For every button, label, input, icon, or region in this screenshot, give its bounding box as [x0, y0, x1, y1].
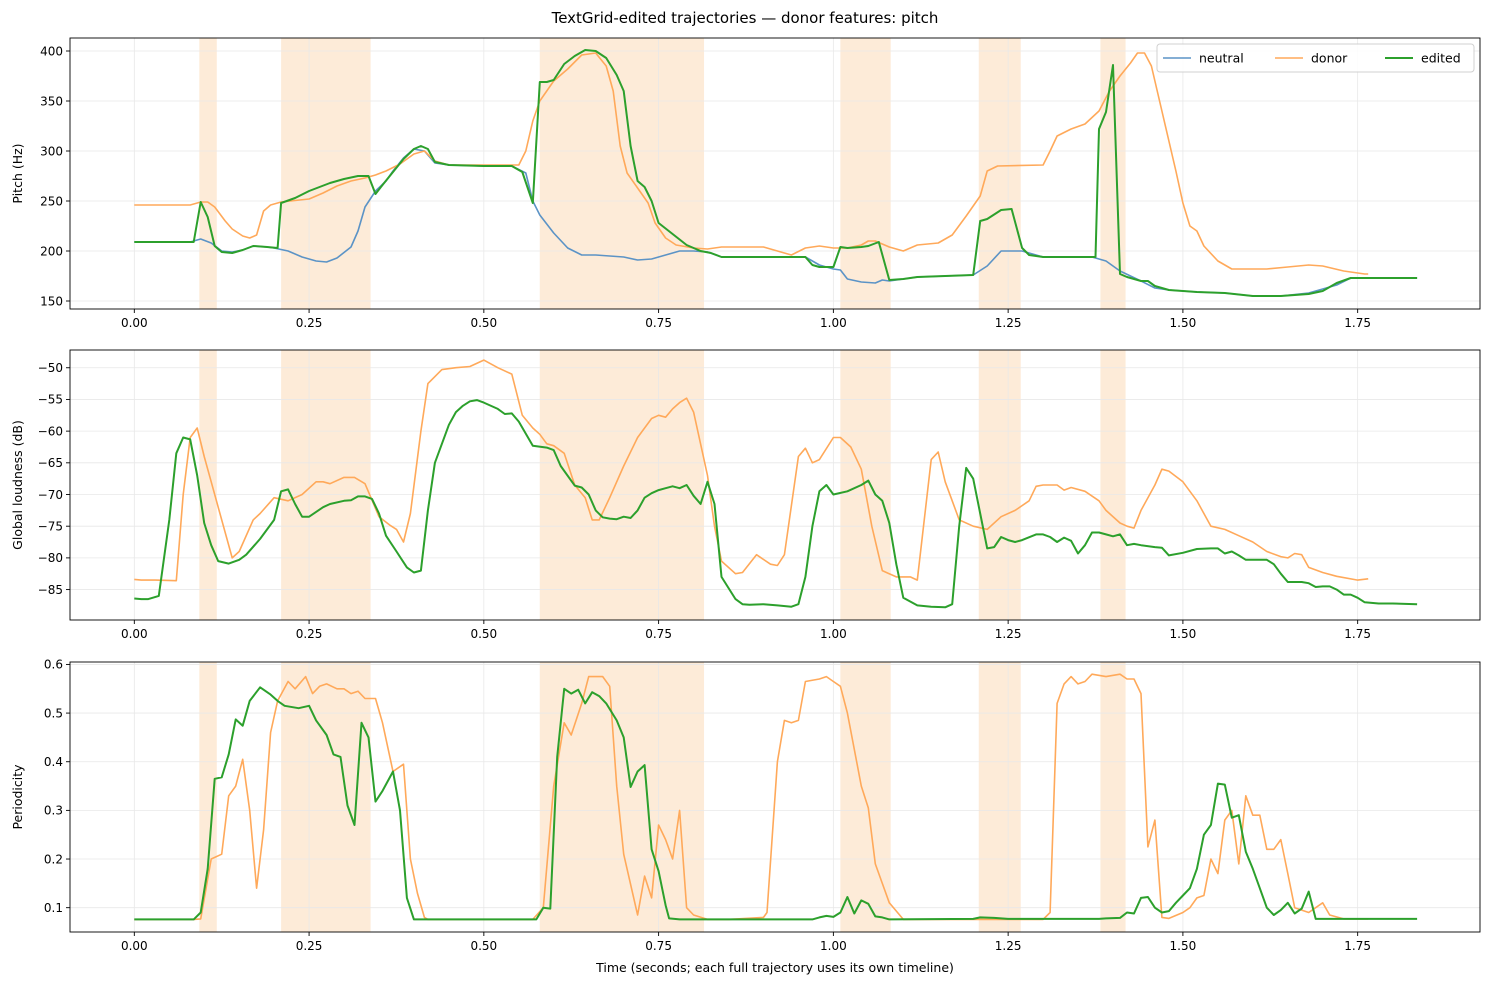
series-line-donor	[134, 52, 1369, 275]
plot-frame	[69, 37, 1481, 310]
edit-region-band	[281, 38, 371, 309]
y-tick-label: 300	[40, 144, 63, 158]
edit-region-band	[539, 350, 705, 620]
y-tick-label: −85	[38, 583, 63, 597]
legend: neutral donor edited	[1156, 43, 1475, 73]
figure-title: TextGrid-edited trajectories — donor fea…	[551, 9, 939, 27]
x-tick-label: 1.00	[820, 627, 847, 641]
y-tick-label: 250	[40, 194, 63, 208]
x-tick-label: 0.25	[296, 939, 323, 953]
series-line-donor	[134, 673, 1369, 921]
plot-frame	[69, 661, 1481, 933]
y-tick-label: −60	[38, 424, 63, 438]
y-tick-label: −70	[38, 488, 63, 502]
x-tick-label: 0.00	[121, 939, 148, 953]
x-tick-label: 1.75	[1344, 939, 1371, 953]
panels: 0.00 0.25 0.50 0.75 1.00 1.25 1.50 1.75 150 200 25…	[10, 37, 1481, 953]
x-axis-label: Time (seconds; each full trajectory uses…	[595, 960, 954, 975]
y-tick-label: 150	[40, 294, 63, 308]
edit-region-band	[1100, 662, 1126, 932]
x-tick-label: 1.50	[1170, 316, 1197, 330]
panel-pitch: 0.00 0.25 0.50 0.75 1.00 1.25 1.50 1.75 150 200 25…	[10, 37, 1481, 330]
x-tick-label: 0.00	[121, 627, 148, 641]
x-tick-label: 0.75	[645, 939, 672, 953]
legend-label-neutral: neutral	[1199, 51, 1244, 66]
y-tick-label: −80	[38, 551, 63, 565]
x-tick-label: 1.75	[1344, 627, 1371, 641]
legend-label-edited: edited	[1421, 51, 1461, 66]
edit-region-band	[199, 38, 217, 309]
edit-region-band	[840, 38, 891, 309]
y-tick-label: −55	[38, 393, 63, 407]
edit-region-band	[539, 662, 705, 932]
series-line-donor	[134, 359, 1369, 582]
y-tick-label: −50	[38, 361, 63, 375]
series-line-neutral	[134, 148, 1418, 297]
edit-region-band	[199, 662, 217, 932]
x-tick-label: 0.25	[296, 316, 323, 330]
edit-region-band	[281, 350, 371, 620]
x-tick-label: 1.25	[995, 316, 1022, 330]
edit-region-band	[539, 38, 705, 309]
x-tick-label: 1.50	[1170, 627, 1197, 641]
y-tick-label: 400	[40, 44, 63, 58]
y-tick-label: 0.4	[44, 755, 63, 769]
y-tick-label: 0.2	[44, 852, 63, 866]
legend-box	[1156, 43, 1475, 73]
edit-region-band	[978, 38, 1021, 309]
y-tick-label: 0.3	[44, 804, 63, 818]
x-tick-label: 1.25	[995, 939, 1022, 953]
x-tick-label: 0.75	[645, 316, 672, 330]
y-tick-label: −65	[38, 456, 63, 470]
y-axis-label: Global loudness (dB)	[10, 420, 25, 550]
y-tick-label: 350	[40, 94, 63, 108]
panel-loudness: 0.00 0.25 0.50 0.75 1.00 1.25 1.50 1.75 −85 −80 −7…	[10, 349, 1481, 641]
x-tick-label: 1.75	[1344, 316, 1371, 330]
y-tick-label: 0.1	[44, 901, 63, 915]
x-tick-label: 1.00	[820, 316, 847, 330]
x-tick-label: 0.50	[470, 316, 497, 330]
x-tick-label: 0.50	[470, 627, 497, 641]
series-line-edited	[134, 399, 1418, 609]
x-tick-label: 1.00	[820, 939, 847, 953]
edit-region-band	[978, 350, 1021, 620]
x-tick-label: 0.25	[296, 627, 323, 641]
x-tick-label: 0.75	[645, 627, 672, 641]
edit-region-band	[1100, 350, 1126, 620]
x-tick-label: 1.50	[1170, 939, 1197, 953]
edit-region-band	[840, 350, 891, 620]
y-tick-label: 0.5	[44, 706, 63, 720]
series-line-edited	[134, 686, 1418, 921]
edit-region-band	[199, 350, 217, 620]
x-tick-label: 1.25	[995, 627, 1022, 641]
plot-frame	[69, 349, 1481, 621]
y-tick-label: −75	[38, 519, 63, 533]
x-tick-label: 0.00	[121, 316, 148, 330]
y-axis-label: Pitch (Hz)	[10, 143, 25, 203]
x-tick-label: 0.50	[470, 939, 497, 953]
series-line-edited	[134, 49, 1418, 297]
y-tick-label: 200	[40, 244, 63, 258]
y-axis-label: Periodicity	[10, 764, 25, 830]
edit-region-band	[978, 662, 1021, 932]
y-tick-label: 0.6	[44, 658, 63, 672]
legend-label-donor: donor	[1311, 51, 1348, 66]
panel-periodicity: 0.00 0.25 0.50 0.75 1.00 1.25 1.50 1.75 0.1 0.2 0.…	[10, 658, 1481, 953]
